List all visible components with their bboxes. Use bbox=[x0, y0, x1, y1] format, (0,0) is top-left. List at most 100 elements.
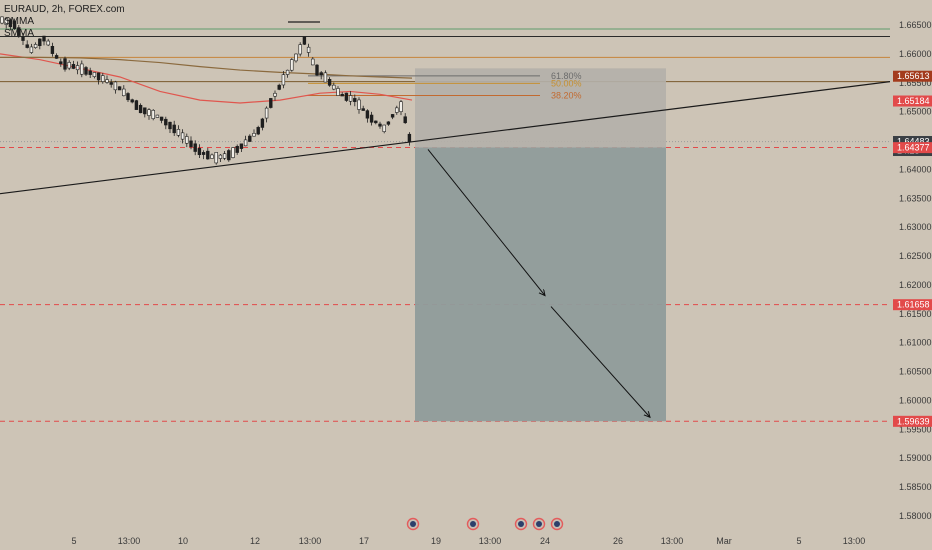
candle-body bbox=[172, 124, 176, 134]
candle-body bbox=[235, 146, 239, 153]
price-tag-bg-4 bbox=[893, 299, 932, 311]
candle-body bbox=[281, 74, 286, 86]
price-axis[interactable]: 1.665001.660001.655001.650001.645001.640… bbox=[899, 20, 932, 521]
candle-body bbox=[180, 132, 185, 140]
candle-body bbox=[8, 19, 13, 28]
event-flag-core-1 bbox=[470, 521, 476, 527]
projection-box[interactable] bbox=[415, 68, 666, 422]
candle-body bbox=[151, 109, 155, 119]
price-axis-label-3: 1.65000 bbox=[899, 107, 932, 117]
candle-body bbox=[340, 93, 344, 97]
trendline[interactable] bbox=[0, 81, 891, 195]
candle-body bbox=[344, 92, 349, 101]
candle-body bbox=[17, 27, 21, 36]
price-tag-3: 1.64377 bbox=[897, 143, 930, 153]
price-axis-label-6: 1.63500 bbox=[899, 193, 932, 203]
candle-body bbox=[298, 44, 302, 55]
candle-body bbox=[369, 114, 374, 123]
candle-body bbox=[189, 140, 193, 147]
time-axis-label-4: 13:00 bbox=[299, 536, 322, 546]
candle-body bbox=[109, 82, 113, 85]
time-axis-label-12: 5 bbox=[796, 536, 801, 546]
price-axis-label-10: 1.61500 bbox=[899, 309, 932, 319]
candle-body bbox=[42, 35, 46, 42]
candle-body bbox=[143, 107, 147, 115]
price-axis-label-14: 1.59500 bbox=[899, 424, 932, 434]
candle-body bbox=[311, 58, 315, 66]
candle-body bbox=[122, 88, 126, 97]
candle-body bbox=[206, 150, 210, 160]
candle-body bbox=[33, 44, 38, 48]
time-axis-label-1: 13:00 bbox=[118, 536, 141, 546]
price-axis-label-11: 1.61000 bbox=[899, 338, 932, 348]
price-axis-label-2: 1.65500 bbox=[899, 78, 932, 88]
candle-body bbox=[21, 36, 25, 41]
candle-body bbox=[239, 143, 244, 149]
price-tags: 1.656131.651841.6448314:251.643771.61658… bbox=[893, 70, 932, 427]
candle-body bbox=[147, 109, 151, 116]
candle-body bbox=[50, 46, 55, 54]
candle-body bbox=[25, 44, 29, 48]
candle-body bbox=[113, 81, 118, 91]
arrow-to-target-1[interactable] bbox=[427, 149, 545, 295]
candle-body bbox=[38, 38, 42, 47]
event-flag-core-4 bbox=[554, 521, 560, 527]
projection-arrows[interactable] bbox=[427, 149, 650, 418]
candle-body bbox=[54, 55, 59, 59]
arrow-to-target-2[interactable] bbox=[550, 306, 650, 418]
candle-body bbox=[75, 65, 80, 71]
fib-label-2: 38.20% bbox=[551, 90, 582, 100]
chart-legend: EURAUD, 2h, FOREX.com SMMA SMMA bbox=[4, 4, 125, 40]
candle-body bbox=[134, 100, 139, 110]
ascending-trendline[interactable] bbox=[0, 81, 891, 195]
candle-body bbox=[407, 133, 412, 142]
projection-box-lower[interactable] bbox=[415, 147, 666, 422]
price-tag-1: 1.65184 bbox=[897, 96, 930, 106]
candle-body bbox=[176, 129, 181, 136]
candle-body bbox=[365, 110, 370, 119]
candlesticks bbox=[0, 16, 412, 165]
price-axis-label-5: 1.64000 bbox=[899, 164, 932, 174]
candle-body bbox=[323, 72, 328, 83]
candle-body bbox=[319, 72, 323, 76]
projection-box-upper[interactable] bbox=[415, 68, 666, 148]
fib-label-1: 50.00% bbox=[551, 78, 582, 88]
candle-body bbox=[361, 108, 365, 111]
candle-body bbox=[67, 62, 71, 69]
smma-slow-line bbox=[0, 56, 413, 79]
symbol-title[interactable]: EURAUD, 2h, FOREX.com bbox=[4, 4, 125, 15]
candle-body bbox=[227, 150, 231, 161]
candle-body bbox=[88, 70, 92, 75]
candle-body bbox=[84, 67, 88, 75]
fib-label-0: 61.80% bbox=[551, 71, 582, 81]
candle-body bbox=[327, 78, 332, 86]
time-axis-label-6: 19 bbox=[431, 536, 441, 546]
candle-body bbox=[382, 124, 386, 132]
price-axis-label-9: 1.62000 bbox=[899, 280, 932, 290]
candle-body bbox=[231, 147, 235, 158]
economic-events[interactable] bbox=[406, 517, 564, 531]
indicator-smma-1[interactable]: SMMA bbox=[4, 16, 34, 27]
candle-body bbox=[130, 99, 134, 103]
candle-body bbox=[256, 127, 260, 135]
candle-body bbox=[386, 121, 391, 125]
time-axis[interactable]: 5 13:00 10 12 13:00 17 19 13:00 24 26 13:00 Mar 5 13:… bbox=[71, 536, 865, 546]
price-axis-label-13: 1.60000 bbox=[899, 395, 932, 405]
price-axis-label-16: 1.58500 bbox=[899, 482, 932, 492]
price-axis-label-1: 1.66000 bbox=[899, 49, 932, 59]
time-axis-label-3: 12 bbox=[250, 536, 260, 546]
candle-body bbox=[264, 107, 269, 119]
candle-body bbox=[277, 84, 281, 90]
candle-body bbox=[243, 139, 248, 147]
price-axis-label-0: 1.66500 bbox=[899, 20, 932, 30]
candle-body bbox=[63, 58, 67, 70]
candle-body bbox=[71, 64, 76, 69]
candle-body bbox=[302, 36, 307, 45]
candle-body bbox=[101, 75, 105, 82]
time-axis-label-13: 13:00 bbox=[843, 536, 866, 546]
candle-body bbox=[285, 69, 290, 75]
indicator-smma-2[interactable]: SMMA bbox=[4, 28, 34, 39]
candle-body bbox=[294, 53, 298, 62]
candle-body bbox=[290, 59, 294, 71]
